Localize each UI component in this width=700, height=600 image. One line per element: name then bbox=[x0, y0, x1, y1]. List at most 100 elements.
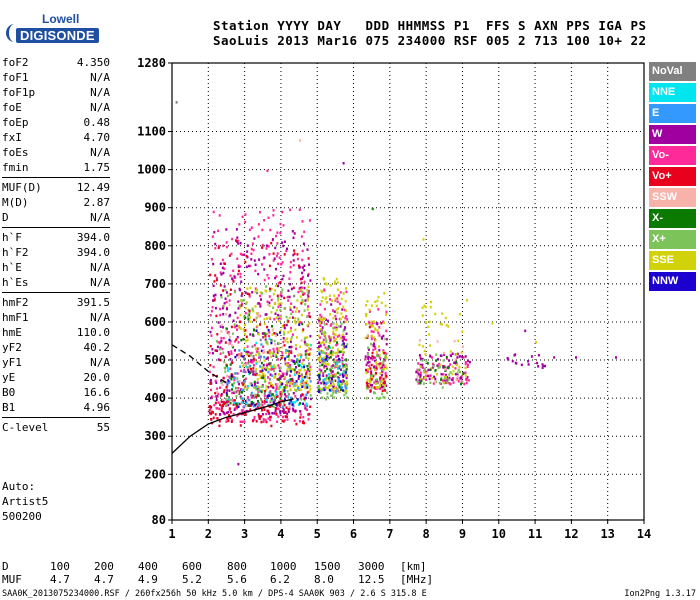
echo-point bbox=[431, 356, 433, 359]
legend-item: SSW bbox=[649, 188, 696, 207]
echo-point bbox=[385, 342, 388, 346]
echo-point bbox=[344, 320, 347, 324]
echo-point bbox=[283, 330, 286, 334]
echo-point bbox=[271, 404, 274, 407]
echo-point bbox=[421, 306, 424, 309]
echo-point-isolated bbox=[422, 238, 425, 241]
echo-point bbox=[233, 378, 236, 382]
echo-point bbox=[452, 369, 455, 373]
echo-point bbox=[280, 375, 283, 378]
echo-point bbox=[325, 322, 328, 326]
echo-point bbox=[289, 380, 292, 384]
param-value: 391.5 bbox=[76, 296, 110, 309]
echo-point bbox=[293, 401, 296, 404]
echo-point bbox=[261, 376, 264, 380]
echo-point bbox=[384, 371, 387, 375]
echo-point bbox=[273, 257, 276, 260]
echo-point bbox=[213, 299, 216, 302]
echo-point bbox=[254, 353, 257, 357]
echo-point bbox=[346, 396, 349, 399]
echo-point bbox=[338, 366, 341, 370]
echo-point bbox=[219, 271, 222, 274]
echo-point bbox=[283, 333, 286, 336]
echo-point bbox=[282, 372, 285, 376]
echo-point bbox=[336, 364, 339, 368]
echo-point bbox=[374, 339, 377, 342]
echo-point bbox=[288, 401, 291, 404]
echo-point bbox=[249, 382, 252, 385]
echo-point bbox=[366, 378, 369, 382]
echo-point bbox=[269, 287, 271, 291]
echo-point bbox=[290, 326, 292, 330]
echo-point bbox=[263, 359, 266, 362]
echo-point bbox=[229, 313, 231, 317]
echo-point bbox=[370, 372, 373, 375]
echo-point bbox=[327, 377, 330, 380]
echo-point bbox=[291, 316, 294, 319]
echo-point bbox=[302, 242, 305, 245]
echo-point bbox=[341, 382, 344, 386]
echo-point bbox=[254, 290, 257, 293]
echo-point bbox=[256, 312, 259, 315]
echo-point bbox=[321, 363, 324, 367]
echo-point bbox=[287, 320, 290, 323]
echo-point bbox=[268, 394, 271, 397]
echo-point bbox=[261, 413, 264, 416]
echo-point bbox=[293, 382, 296, 385]
echo-point bbox=[218, 424, 221, 428]
echo-point bbox=[261, 243, 264, 247]
echo-point bbox=[306, 293, 309, 297]
echo-point bbox=[225, 391, 228, 395]
echo-point bbox=[255, 316, 258, 320]
echo-point bbox=[383, 292, 386, 295]
echo-point bbox=[374, 380, 377, 383]
echo-point bbox=[307, 305, 309, 308]
echo-point bbox=[221, 306, 224, 310]
echo-point bbox=[265, 420, 268, 424]
echo-point bbox=[444, 368, 447, 371]
param-label: yF2 bbox=[2, 341, 22, 354]
echo-point bbox=[369, 310, 371, 313]
echo-point bbox=[321, 326, 324, 329]
echo-point bbox=[225, 329, 228, 333]
echo-point bbox=[276, 347, 279, 350]
echo-point bbox=[287, 299, 290, 302]
echo-point bbox=[420, 357, 423, 361]
echo-point bbox=[335, 317, 338, 321]
echo-point bbox=[243, 332, 246, 336]
echo-point bbox=[345, 374, 348, 377]
echo-point bbox=[290, 399, 293, 402]
echo-point bbox=[321, 296, 324, 299]
echo-point bbox=[237, 239, 240, 243]
echo-point bbox=[366, 335, 369, 338]
echo-point bbox=[324, 317, 326, 320]
echo-point bbox=[290, 370, 293, 373]
echo-point bbox=[235, 239, 237, 242]
echo-point bbox=[441, 386, 444, 389]
echo-point bbox=[223, 267, 226, 270]
echo-point bbox=[453, 339, 456, 343]
echo-point bbox=[369, 379, 372, 382]
echo-point bbox=[261, 263, 263, 266]
echo-point bbox=[295, 347, 298, 350]
echo-point bbox=[284, 351, 287, 355]
echo-point bbox=[302, 415, 305, 419]
echo-point bbox=[275, 385, 278, 388]
echo-point bbox=[257, 385, 259, 388]
echo-point bbox=[286, 412, 289, 415]
echo-point bbox=[266, 273, 269, 277]
echo-point bbox=[345, 290, 348, 294]
echo-point bbox=[293, 252, 296, 255]
echo-point bbox=[214, 274, 217, 277]
echo-point bbox=[263, 374, 266, 377]
echo-point bbox=[297, 386, 300, 390]
echo-point bbox=[252, 310, 255, 313]
echo-point bbox=[298, 323, 301, 326]
echo-point bbox=[325, 296, 328, 299]
echo-point bbox=[319, 329, 322, 333]
echo-point bbox=[426, 362, 429, 365]
echo-point bbox=[242, 405, 245, 408]
echo-point bbox=[274, 366, 277, 369]
echo-point bbox=[302, 381, 305, 384]
echo-point bbox=[229, 288, 232, 291]
